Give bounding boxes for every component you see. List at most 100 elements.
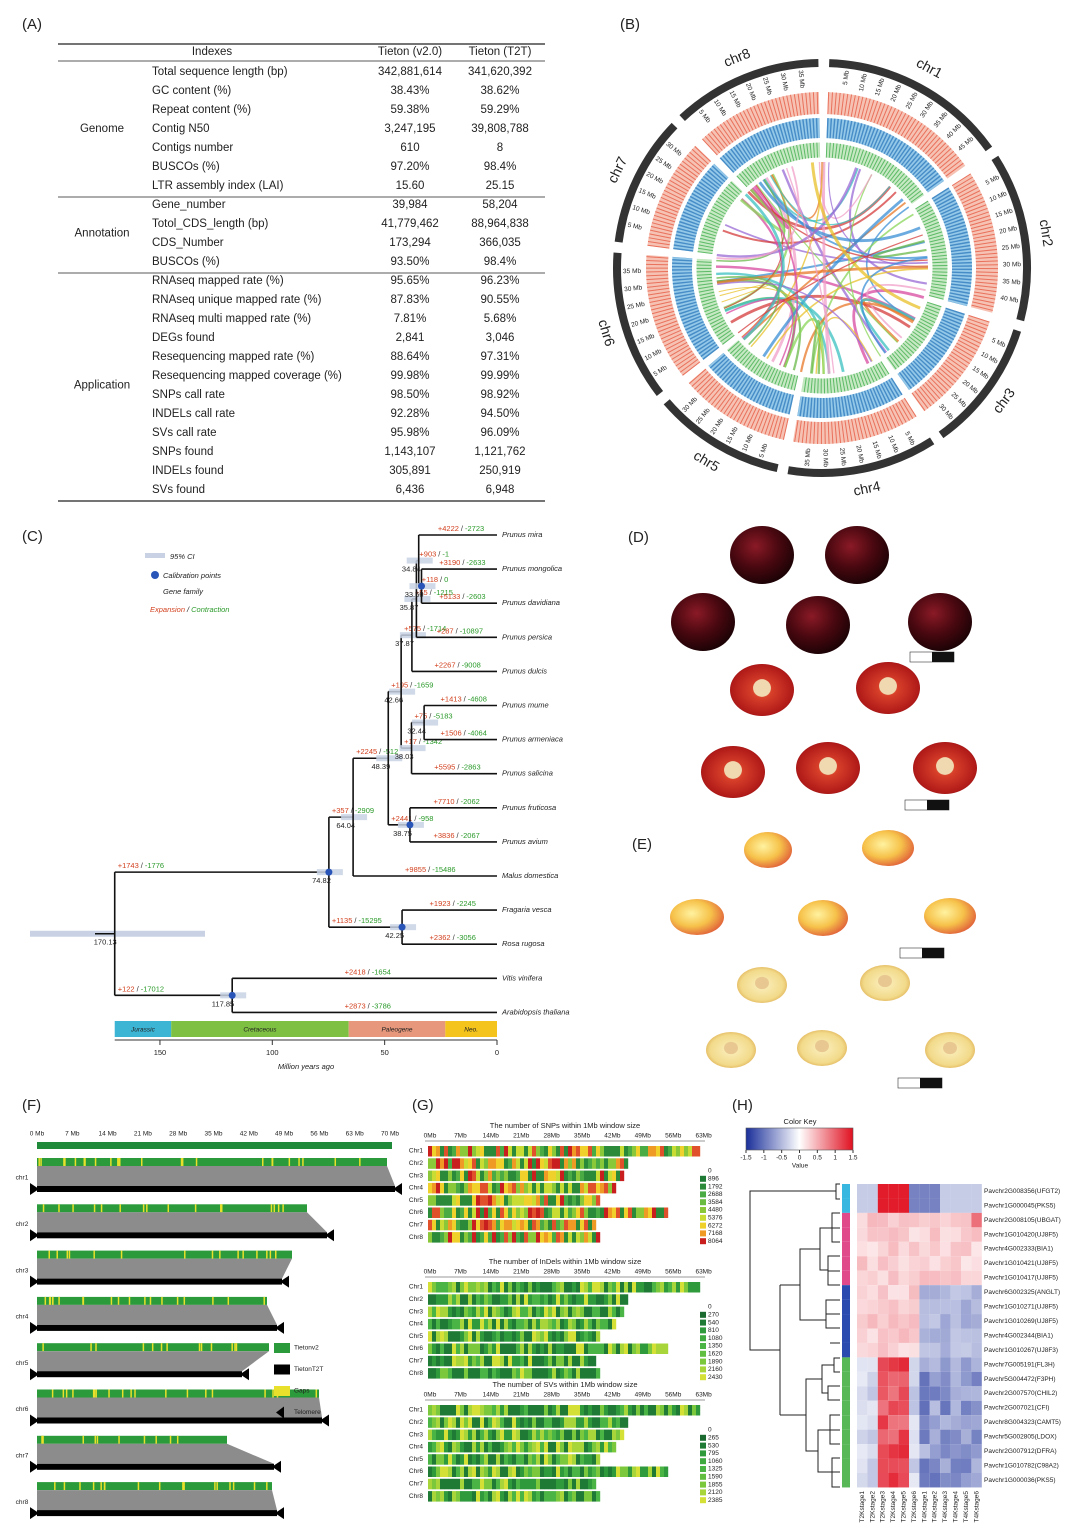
- density-cell: [528, 1429, 533, 1441]
- density-cell: [544, 1182, 549, 1194]
- density-cell: [516, 1491, 521, 1502]
- heatmap-cell: [857, 1241, 868, 1257]
- gap: [167, 1204, 170, 1213]
- density-cell: [460, 1318, 465, 1330]
- density-cell: [436, 1441, 441, 1453]
- sample-label: T2Kstage5: [901, 1491, 908, 1523]
- branch-label: +7710/-2062: [433, 797, 479, 806]
- circos-tick-label: 45 Mb: [957, 135, 976, 152]
- synteny-link: [717, 281, 873, 363]
- legend-contraction: Contraction: [191, 605, 229, 614]
- density-cell: [472, 1368, 477, 1379]
- density-cell: [484, 1207, 489, 1218]
- density-cell: [460, 1355, 465, 1367]
- density-cell: [552, 1170, 557, 1182]
- row-group: [842, 1299, 850, 1315]
- density-cell: [544, 1331, 549, 1342]
- branch-label: +2267/-9008: [434, 660, 480, 669]
- density-cell: [464, 1207, 469, 1218]
- row-group: [842, 1314, 850, 1329]
- density-cell: [464, 1478, 469, 1490]
- density-cell: [576, 1331, 581, 1342]
- heatmap-cell: [950, 1415, 961, 1430]
- heatmap-cell: [857, 1429, 868, 1445]
- density-cell: [540, 1441, 545, 1453]
- density-cell: [452, 1441, 457, 1453]
- cell: 342,881,614: [378, 66, 443, 78]
- density-cell: [608, 1318, 613, 1330]
- density-cell: [608, 1405, 613, 1416]
- row-group: [842, 1241, 850, 1257]
- density-cell: [512, 1207, 517, 1218]
- gap: [161, 1296, 163, 1305]
- heatmap-cell: [929, 1184, 941, 1199]
- density-cell: [500, 1368, 505, 1379]
- fruit-stone: [819, 757, 837, 775]
- gap: [40, 1158, 42, 1166]
- density-cell: [544, 1282, 549, 1293]
- track-density: [696, 258, 735, 345]
- density-cell: [520, 1466, 525, 1477]
- synteny-link: [725, 298, 794, 366]
- density-cell: [616, 1429, 621, 1441]
- species-name: Prunus persica: [502, 632, 552, 641]
- cell: 90.55%: [480, 294, 519, 306]
- synteny-link: [716, 265, 929, 285]
- density-cell: [636, 1405, 641, 1416]
- circos-tick-label: 15 Mb: [637, 187, 657, 201]
- density-cell: [504, 1355, 509, 1367]
- gene-label: Pavchr5G002805(LDOX): [984, 1434, 1057, 1441]
- heatmap-cell: [961, 1444, 972, 1459]
- row-label: Contigs number: [152, 142, 233, 154]
- cell: 366,035: [479, 237, 521, 249]
- heatmap-cell: [950, 1342, 961, 1358]
- expansion: +3190: [439, 558, 460, 567]
- heatmap-dendrogram: [749, 1183, 840, 1488]
- fruit: [924, 898, 976, 934]
- density-cell: [492, 1368, 497, 1379]
- density-cell: [632, 1146, 637, 1157]
- density-cell: [488, 1478, 493, 1490]
- key-title: Color Key: [784, 1117, 817, 1126]
- density-cell: [656, 1405, 661, 1416]
- density-cell: [608, 1207, 613, 1218]
- density-cell: [528, 1441, 533, 1453]
- synteny-link: [860, 256, 928, 354]
- density-cell: [460, 1343, 465, 1354]
- cell: 88,964,838: [471, 218, 529, 230]
- cell: 88.64%: [390, 351, 429, 363]
- gap: [227, 1296, 230, 1305]
- density-cell: [432, 1195, 437, 1206]
- density-cell: [600, 1441, 605, 1453]
- density-cell: [604, 1146, 609, 1157]
- branch-label: +195/-1659: [391, 681, 433, 690]
- density-cell: [444, 1441, 449, 1453]
- density-cell: [548, 1491, 553, 1502]
- density-cell: [500, 1454, 505, 1465]
- cell: 96.23%: [480, 275, 519, 287]
- density-cell: [436, 1282, 441, 1293]
- gene-label: Pavchr2G008105(UBGAT): [984, 1217, 1061, 1224]
- circos-tick-label: 15 Mb: [725, 425, 740, 445]
- gap: [84, 1158, 86, 1166]
- density-cell: [576, 1441, 581, 1453]
- density-cell: [500, 1232, 505, 1243]
- legend-text: Calibration points: [163, 571, 221, 580]
- density-cell: [468, 1405, 473, 1416]
- density-cell: [492, 1318, 497, 1330]
- gene-label: Pavchr1G010782(C98A2): [984, 1462, 1059, 1469]
- heatmap-cell: [888, 1473, 899, 1488]
- density-cell: [536, 1170, 541, 1182]
- density-cell: [576, 1466, 581, 1477]
- gap: [155, 1435, 157, 1444]
- expansion: +2245: [356, 747, 377, 756]
- density-cell: [588, 1331, 593, 1342]
- gap: [103, 1482, 106, 1491]
- heatmap-cell: [877, 1371, 889, 1387]
- gap: [74, 1158, 77, 1166]
- density-cell: [496, 1306, 501, 1318]
- density-cell: [472, 1182, 477, 1194]
- density-cell: [480, 1207, 485, 1218]
- density-cell: [484, 1195, 489, 1206]
- density-cell: [440, 1417, 445, 1428]
